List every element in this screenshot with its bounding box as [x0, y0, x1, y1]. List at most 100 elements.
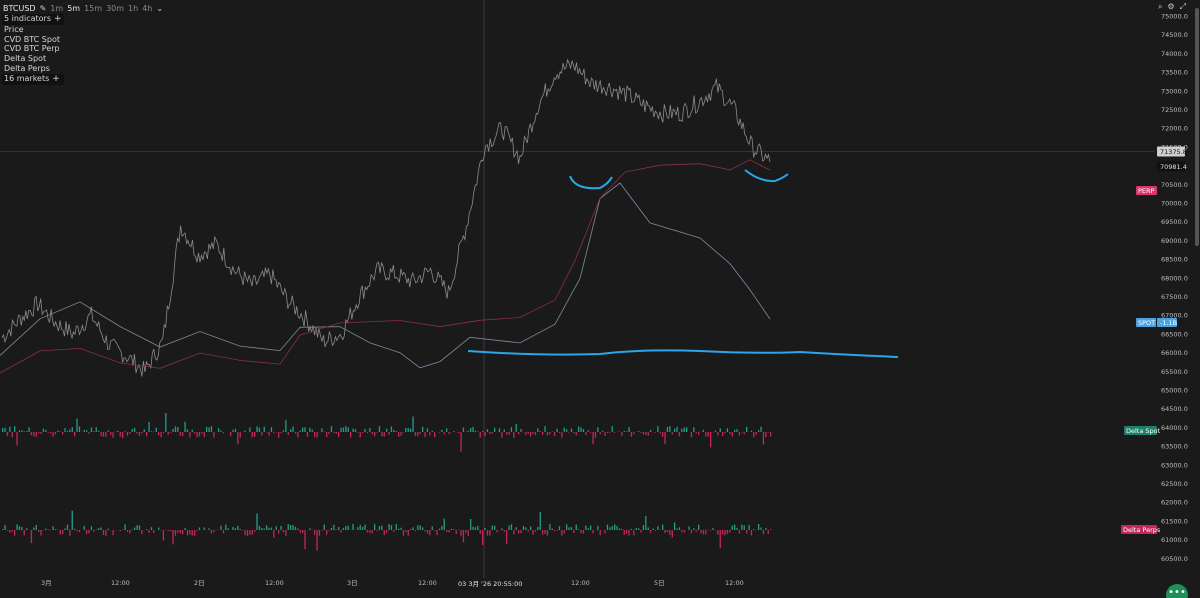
delta-perps-histogram-bar: [290, 525, 292, 530]
add-indicator-icon[interactable]: +: [54, 14, 62, 24]
delta-perps-histogram-bar: [107, 528, 109, 530]
delta-perps-histogram-bar: [395, 524, 397, 530]
delta-perps-histogram-bar: [280, 525, 282, 530]
delta-spot-histogram-bar: [414, 432, 417, 436]
delta-perps-histogram-bar: [227, 528, 229, 530]
delta-spot-histogram-bar: [18, 430, 21, 432]
indicator-item-delta-spot[interactable]: Delta Spot: [4, 54, 47, 64]
delta-perps-histogram-bar: [741, 524, 743, 530]
delta-spot-histogram-bar: [64, 428, 66, 432]
delta-perps-histogram-bar: [426, 530, 429, 534]
delta-perps-histogram-bar: [410, 529, 412, 530]
cvd-spot-line[interactable]: [0, 182, 771, 369]
delta-spot-histogram-bar: [98, 430, 100, 432]
add-market-icon[interactable]: +: [52, 73, 60, 84]
delta-spot-histogram-bar: [606, 432, 609, 433]
scrollbar[interactable]: [1195, 8, 1199, 246]
delta-spot-histogram-bar: [537, 428, 539, 432]
delta-perps-histogram-bar: [170, 530, 172, 532]
indicator-item-delta-perps[interactable]: Delta Perps: [4, 63, 50, 73]
delta-perps-histogram-bar: [402, 530, 405, 536]
delta-perps-histogram-bar: [352, 524, 354, 530]
tab-timeframe-1h[interactable]: 1h: [128, 3, 139, 13]
delta-spot-histogram-bar: [210, 426, 213, 432]
cvd-perp-line[interactable]: [0, 159, 771, 374]
delta-perps-histogram-bar: [266, 525, 268, 530]
delta-perps-histogram-bar: [700, 530, 702, 534]
time-axis-tick: 3月: [41, 579, 52, 587]
delta-spot-histogram-bar: [474, 430, 477, 432]
price-axis-tick: 65500.0: [1161, 368, 1188, 376]
delta-spot-histogram-bar: [330, 426, 333, 432]
delta-perps-histogram-bar: [539, 511, 541, 530]
indicator-item-price[interactable]: Price: [4, 24, 24, 34]
delta-perps-histogram-bar: [45, 528, 47, 530]
delta-spot-histogram-bar: [196, 432, 198, 438]
indicators-count-label: 5 indicators: [4, 14, 52, 23]
price-axis-tick: 62000.0: [1161, 499, 1188, 507]
delta-spot-histogram-bar: [232, 429, 234, 432]
expand-icon[interactable]: ⤢: [1179, 2, 1186, 11]
delta-spot-histogram-bar: [30, 432, 33, 436]
delta-spot-histogram-bar: [342, 427, 345, 432]
delta-spot-histogram-bar: [695, 432, 697, 434]
delta-perps-histogram-bar: [160, 530, 162, 531]
delta-spot-histogram-bar: [249, 427, 251, 432]
delta-perps-histogram-bar: [489, 530, 491, 536]
delta-perps-histogram-bar: [570, 527, 573, 530]
delta-perps-histogram-bar: [390, 525, 393, 530]
tab-timeframe-30m[interactable]: 30m: [106, 3, 125, 13]
gear-icon[interactable]: ⚙: [1167, 2, 1175, 11]
delta-perps-histogram-bar: [90, 526, 93, 530]
drawing-left-curve[interactable]: [569, 175, 613, 190]
price-axis-tick: 66000.0: [1161, 349, 1188, 357]
tab-timeframe-5m[interactable]: 5m: [67, 3, 81, 13]
delta-perps-histogram-bar: [23, 530, 25, 536]
indicators-count[interactable]: 5 indicators +: [2, 14, 64, 25]
drawing-horizontal-line[interactable]: [467, 349, 899, 358]
delta-perps-histogram-bar: [746, 530, 748, 534]
search-icon[interactable]: ⌕: [1157, 2, 1163, 11]
price-line[interactable]: [1, 58, 771, 377]
delta-perps-badge-label: Delta Perps: [1123, 526, 1161, 534]
price-axis-tick: 64000.0: [1161, 424, 1188, 432]
time-axis-tick: 5日: [654, 579, 665, 587]
delta-spot-histogram-bar: [122, 432, 124, 439]
delta-spot-histogram-bar: [352, 428, 354, 432]
delta-spot-histogram-bar: [686, 427, 688, 432]
markets-count[interactable]: 16 markets +: [2, 73, 64, 85]
drawing-right-curve[interactable]: [744, 169, 789, 183]
delta-spot-histogram-bar: [23, 431, 25, 432]
delta-spot-histogram-bar: [218, 428, 220, 432]
delta-perps-histogram-bar: [479, 530, 481, 534]
delta-spot-histogram: [2, 413, 772, 452]
delta-perps-histogram-bar: [405, 530, 407, 532]
tab-timeframe-4h[interactable]: 4h: [142, 3, 153, 13]
delta-spot-histogram-bar: [158, 432, 160, 436]
delta-spot-histogram-bar: [602, 430, 604, 432]
delta-spot-histogram-bar: [309, 427, 311, 432]
delta-spot-histogram-bar: [376, 432, 378, 433]
delta-perps-histogram-bar: [525, 527, 527, 530]
delta-spot-histogram-bar: [546, 432, 549, 436]
tab-timeframe-1m[interactable]: 1m: [50, 3, 64, 13]
delta-perps-histogram-bar: [544, 530, 546, 534]
symbol-label[interactable]: BTCUSD: [3, 3, 36, 13]
indicator-item-cvd-perp[interactable]: CVD BTC Perp: [4, 44, 60, 54]
indicator-item-cvd-spot[interactable]: CVD BTC Spot: [4, 34, 60, 44]
pencil-icon[interactable]: ✎: [39, 3, 47, 13]
price-axis-tick: 74500.0: [1161, 31, 1188, 39]
menu-button[interactable]: •••: [1166, 584, 1188, 598]
delta-perps-histogram-bar: [518, 530, 520, 534]
delta-perps-histogram-bar: [650, 530, 652, 533]
tab-timeframe-15m[interactable]: 15m: [84, 3, 103, 13]
delta-perps-histogram-bar: [131, 529, 133, 530]
price-axis-tick: 73000.0: [1161, 87, 1188, 95]
delta-spot-histogram-bar: [148, 422, 150, 432]
chevron-down-icon[interactable]: ⌄: [156, 3, 164, 13]
delta-spot-histogram-bar: [321, 428, 323, 432]
delta-spot-histogram-bar: [645, 432, 647, 435]
delta-perps-histogram-bar: [693, 528, 695, 530]
delta-perps-histogram-bar: [438, 528, 441, 530]
